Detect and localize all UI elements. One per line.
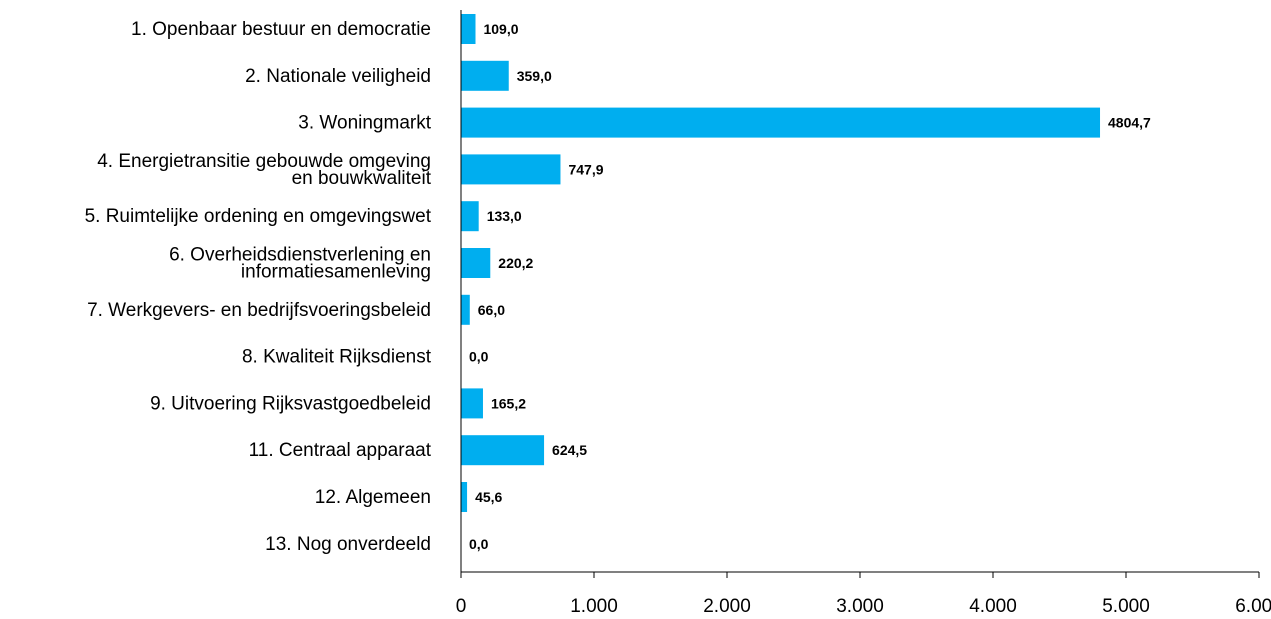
category-label-9: 9. Uitvoering Rijksvastgoedbeleid bbox=[150, 393, 431, 414]
value-label-6: 220,2 bbox=[498, 255, 533, 271]
bar-2 bbox=[461, 60, 509, 91]
bars-group bbox=[461, 14, 1101, 512]
category-label-7: 7. Werkgevers- en bedrijfsvoeringsbeleid bbox=[87, 300, 431, 321]
value-label-4: 747,9 bbox=[568, 161, 603, 177]
bar-6 bbox=[461, 248, 491, 278]
category-label-4: 4. Energietransitie gebouwde omgeving en … bbox=[97, 151, 431, 189]
category-label-11: 12. Algemeen bbox=[315, 487, 431, 508]
bar-3 bbox=[461, 107, 1101, 138]
category-labels-group: 1. Openbaar bestuur en democratie 2. Nati… bbox=[85, 19, 432, 555]
category-label-5: 5. Ruimtelijke ordening en omgevingswet bbox=[85, 206, 432, 227]
x-tick-label-4: 4.000 bbox=[969, 596, 1017, 617]
value-label-8: 0,0 bbox=[469, 349, 489, 365]
category-label-1: 1. Openbaar bestuur en democratie bbox=[131, 19, 431, 40]
bar-10 bbox=[461, 435, 545, 466]
x-tick-label-5: 5.000 bbox=[1102, 596, 1150, 617]
value-label-10: 624,5 bbox=[552, 442, 587, 458]
value-label-3: 4804,7 bbox=[1108, 115, 1151, 131]
category-label-8: 8. Kwaliteit Rijksdienst bbox=[242, 347, 432, 368]
bar-1 bbox=[461, 14, 476, 44]
x-tick-label-0: 0 bbox=[456, 596, 467, 617]
category-label-2: 2. Nationale veiligheid bbox=[245, 66, 431, 87]
value-label-11: 45,6 bbox=[475, 489, 502, 505]
category-label-3: 3. Woningmarkt bbox=[298, 113, 431, 134]
tick-labels-group: 0 1.000 2.000 3.000 4.000 5.000 6.000 bbox=[456, 596, 1271, 617]
axes-group bbox=[460, 10, 1260, 578]
value-labels-group: 109,0 359,0 4804,7 747,9 133,0 220,2 66,0 0,0 16… bbox=[469, 21, 1151, 552]
value-label-7: 66,0 bbox=[478, 302, 505, 318]
bar-5 bbox=[461, 201, 479, 232]
value-label-5: 133,0 bbox=[487, 208, 522, 224]
category-label-10: 11. Centraal apparaat bbox=[249, 440, 432, 461]
bar-9 bbox=[461, 388, 483, 419]
x-tick-label-3: 3.000 bbox=[836, 596, 884, 617]
bar-11 bbox=[461, 482, 468, 512]
value-label-12: 0,0 bbox=[469, 536, 489, 552]
x-tick-label-1: 1.000 bbox=[570, 596, 618, 617]
value-label-9: 165,2 bbox=[491, 395, 526, 411]
category-label-12: 13. Nog onverdeeld bbox=[265, 534, 431, 555]
bar-7 bbox=[461, 294, 470, 325]
bar-4 bbox=[461, 154, 561, 185]
value-label-1: 109,0 bbox=[483, 21, 518, 37]
category-label-6: 6. Overheidsdienstverlening en informatie… bbox=[169, 245, 431, 283]
value-label-2: 359,0 bbox=[517, 68, 552, 84]
x-tick-label-6: 6.000 bbox=[1235, 596, 1271, 617]
x-tick-label-2: 2.000 bbox=[703, 596, 751, 617]
